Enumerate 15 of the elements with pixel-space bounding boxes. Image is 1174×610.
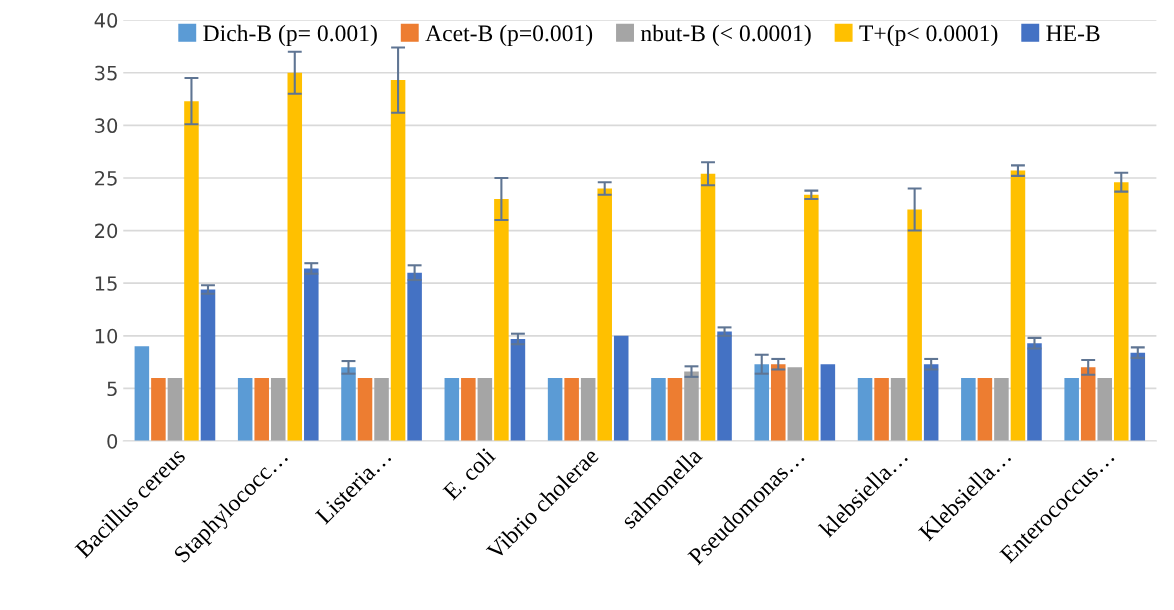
legend-label: Dich-B (p= 0.001) [203, 24, 377, 47]
legend-label: nbut-B (< 0.0001) [640, 24, 811, 47]
y-tick-label: 10 [95, 328, 118, 344]
y-tick-label: 30 [95, 118, 118, 134]
y-tick-label: 40 [94, 13, 118, 28]
y-tick-label: 25 [95, 170, 117, 186]
legend-label: Acet-B (p=0.001) [425, 24, 593, 47]
legend-label: T+(p< 0.0001) [859, 24, 998, 47]
y-tick-label: 35 [95, 65, 117, 81]
y-tick-label: 5 [107, 381, 117, 397]
legend-label: HE-B [1046, 25, 1100, 42]
y-tick-label: 0 [107, 433, 118, 449]
y-tick-label: 20 [95, 223, 118, 239]
y-tick-label: 15 [95, 276, 117, 291]
x-tick-label: E. coli [441, 446, 497, 501]
